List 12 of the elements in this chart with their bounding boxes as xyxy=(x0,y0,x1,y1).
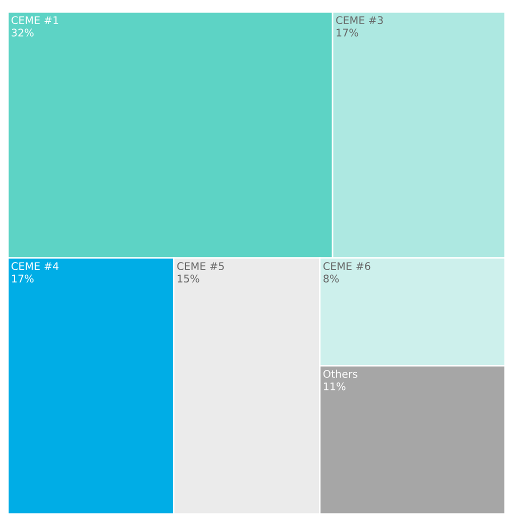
category-label: Others xyxy=(323,370,358,378)
category-label: CEME #5 xyxy=(177,262,224,270)
category-label: CEME #6 xyxy=(323,262,370,270)
data-label: 15% xyxy=(178,274,200,283)
data-label: 17% xyxy=(12,274,34,283)
data-label: 8% xyxy=(324,274,339,283)
data-label: 32% xyxy=(12,28,34,37)
category-label: CEME #3 xyxy=(336,16,383,24)
data-label: 17% xyxy=(336,28,358,37)
category-label: CEME #1 xyxy=(12,16,58,24)
category-label: CEME #4 xyxy=(12,262,58,270)
data-label: 11% xyxy=(324,382,346,390)
